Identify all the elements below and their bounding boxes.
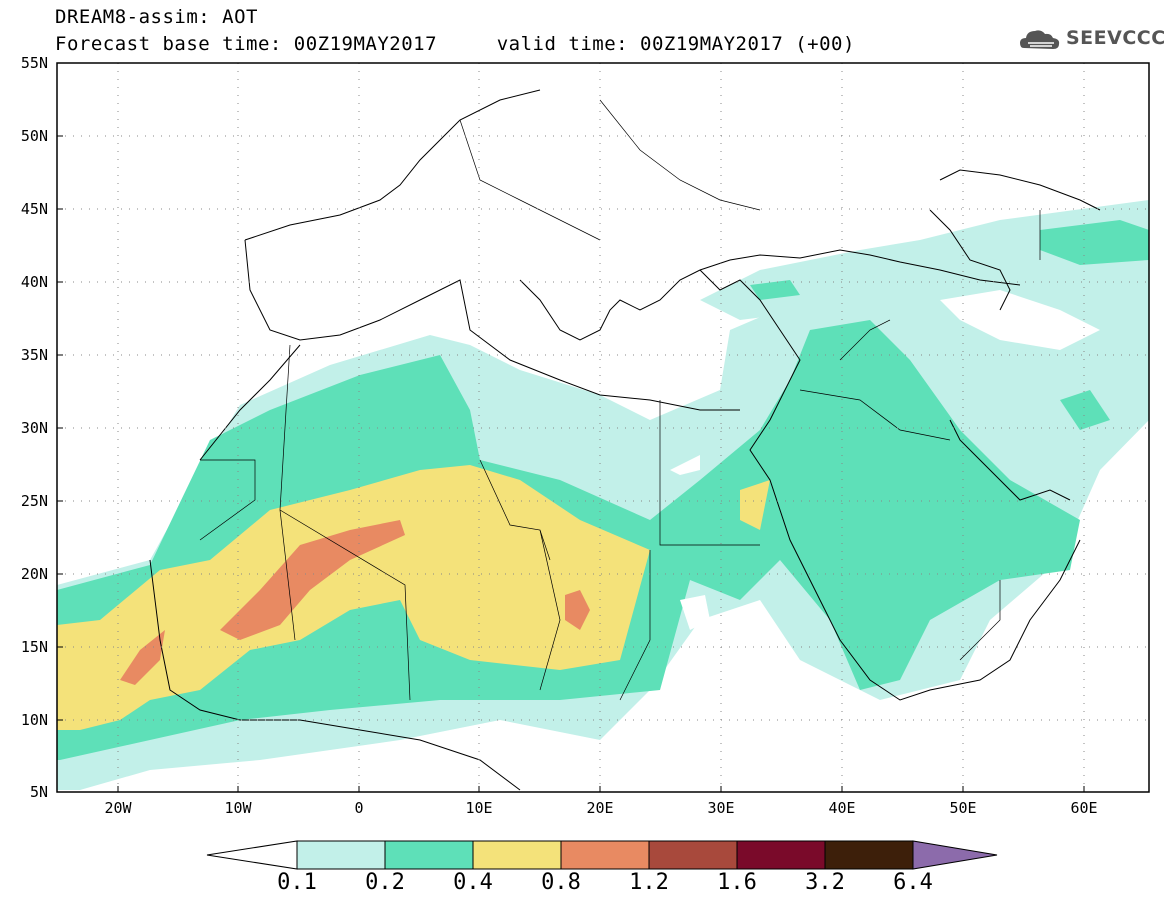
colorbar-segment-6 (736, 840, 826, 870)
colorbar-segment-below (206, 840, 298, 870)
title-line-1: DREAM8-assim: AOT (55, 6, 258, 28)
title-line-2: Forecast base time: 00Z19MAY2017 valid t… (55, 33, 855, 55)
colorbar-segment-1 (296, 840, 386, 870)
colorbar-label-0-8: 0.8 (541, 870, 581, 895)
lon-label-60e: 60E (1070, 799, 1098, 817)
lat-label-15n: 15N (20, 638, 48, 656)
aot-band-0-8 (120, 520, 590, 685)
lon-label-10w: 10W (224, 799, 252, 817)
lon-label-0: 0 (354, 799, 364, 817)
cloud-logo-icon (1020, 30, 1060, 49)
coastlines (149, 89, 1101, 791)
colorbar-segment-4 (560, 840, 650, 870)
colorbar-segment-above (912, 840, 998, 870)
lat-label-25n: 25N (20, 492, 48, 510)
aot-band-0-4 (57, 465, 770, 730)
borders (199, 99, 1041, 701)
colorbar (206, 840, 998, 870)
lat-label-5n: 5N (29, 783, 48, 801)
lat-label-55n: 55N (20, 54, 48, 72)
colorbar-segment-3 (472, 840, 562, 870)
lat-label-40n: 40N (20, 273, 48, 291)
lon-label-10e: 10E (465, 799, 493, 817)
colorbar-segment-7 (824, 840, 914, 870)
colorbar-segment-5 (648, 840, 738, 870)
colorbar-label-1-2: 1.2 (629, 870, 669, 895)
colorbar-label-1-6: 1.6 (717, 870, 757, 895)
colorbar-label-0-4: 0.4 (453, 870, 493, 895)
colorbar-segment-2 (384, 840, 474, 870)
lat-label-45n: 45N (20, 200, 48, 218)
lat-label-35n: 35N (20, 346, 48, 364)
lon-label-40e: 40E (828, 799, 856, 817)
lat-label-20n: 20N (20, 565, 48, 583)
colorbar-label-0-2: 0.2 (365, 870, 405, 895)
axis-ticks (57, 62, 1085, 792)
colorbar-label-6-4: 6.4 (893, 870, 933, 895)
lon-label-50e: 50E (949, 799, 977, 817)
lat-label-50n: 50N (20, 127, 48, 145)
logo-text: SEEVCCC (1066, 27, 1165, 49)
lat-label-30n: 30N (20, 419, 48, 437)
lon-label-30e: 30E (707, 799, 735, 817)
lon-label-20w: 20W (104, 799, 132, 817)
lon-label-20e: 20E (586, 799, 614, 817)
colorbar-label-0-1: 0.1 (277, 870, 317, 895)
colorbar-label-3-2: 3.2 (805, 870, 845, 895)
lat-label-10n: 10N (20, 711, 48, 729)
